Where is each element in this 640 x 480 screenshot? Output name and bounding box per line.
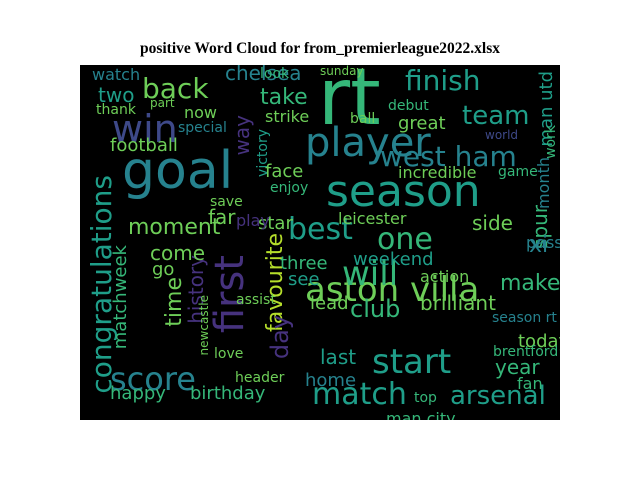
word-action: action — [420, 267, 470, 286]
word-newcastle: newcastle — [197, 295, 211, 356]
word-player: player — [305, 120, 431, 166]
word-side: side — [472, 211, 513, 235]
word-win: win — [112, 107, 178, 151]
word-special: special — [178, 120, 227, 136]
word-far: far — [208, 205, 236, 229]
word-assist: assist — [236, 292, 276, 308]
word-score: score — [110, 360, 196, 398]
word-chelsea: chelsea — [225, 65, 302, 85]
word-leicester: leicester — [338, 209, 407, 228]
word-star: star — [258, 213, 293, 234]
word-day: day — [266, 315, 294, 360]
word-world: world — [485, 128, 519, 142]
word-pass: pass — [526, 233, 560, 252]
word-love: love — [214, 346, 244, 362]
word-watch: watch — [92, 65, 141, 84]
word-matchweek: matchweek — [110, 245, 131, 350]
word-way: way — [230, 115, 254, 156]
word-play: play — [236, 211, 270, 230]
word-aston-villa: aston villa — [305, 270, 480, 310]
word-rt: rt — [318, 65, 381, 143]
word-season: season — [326, 166, 481, 217]
word-save: save — [210, 194, 243, 210]
word-sunday: sunday — [320, 65, 364, 78]
word-season-rt: season rt — [492, 310, 557, 326]
word-goal: goal — [122, 141, 234, 201]
word-west-ham: west ham — [380, 140, 517, 173]
word-birthday: birthday — [190, 383, 266, 404]
word-football: football — [110, 135, 178, 156]
word-three: three — [280, 253, 328, 274]
word-header: header — [235, 370, 285, 386]
word-time: time — [162, 277, 187, 327]
word-come: come — [150, 241, 206, 265]
word-year: year — [495, 355, 540, 379]
word-one: one — [377, 222, 433, 257]
word-lead: lead — [310, 293, 349, 314]
word-cloud: rt goal season player win aston villa first sco… — [80, 65, 560, 420]
word-part: part — [150, 96, 175, 110]
word-weekend: weekend — [353, 249, 434, 270]
word-make: make — [500, 271, 560, 296]
word-month: month — [534, 157, 553, 209]
word-xi: xi — [529, 233, 549, 258]
word-home: home — [305, 370, 357, 391]
word-last: last — [320, 345, 357, 369]
word-debut: debut — [388, 98, 429, 114]
word-will: will — [342, 254, 399, 294]
word-look: look — [260, 66, 290, 82]
word-today: today — [518, 331, 560, 352]
word-finish: finish — [405, 65, 481, 97]
word-enjoy: enjoy — [270, 180, 309, 196]
word-face: face — [265, 161, 304, 182]
word-see: see — [288, 269, 320, 290]
word-moment: moment — [128, 215, 221, 240]
word-great: great — [398, 113, 446, 134]
word-top: top — [414, 390, 437, 406]
word-start: start — [372, 342, 452, 382]
word-game: game — [498, 164, 538, 180]
word-back: back — [142, 72, 209, 105]
word-brilliant: brilliant — [420, 291, 496, 315]
word-take: take — [260, 85, 308, 110]
word-go: go — [152, 259, 175, 280]
word-two: two — [98, 83, 135, 107]
word-team: team — [462, 101, 530, 131]
word-brentford: brentford — [493, 344, 559, 360]
word-happy: happy — [110, 383, 166, 404]
word-incredible: incredible — [398, 163, 477, 182]
word-fan: fan — [517, 374, 543, 393]
word-strike: strike — [265, 107, 310, 126]
word-arsenal: arsenal — [450, 381, 546, 411]
word-work: work — [543, 125, 559, 159]
word-match: match — [312, 377, 407, 412]
word-best: best — [288, 212, 353, 247]
word-now: now — [184, 103, 218, 122]
word-club: club — [350, 295, 401, 323]
word-ball: ball — [350, 111, 376, 127]
word-man-city: man city — [386, 409, 456, 421]
chart-title: positive Word Cloud for from_premierleag… — [139, 40, 501, 57]
word-thank: thank — [96, 102, 136, 118]
